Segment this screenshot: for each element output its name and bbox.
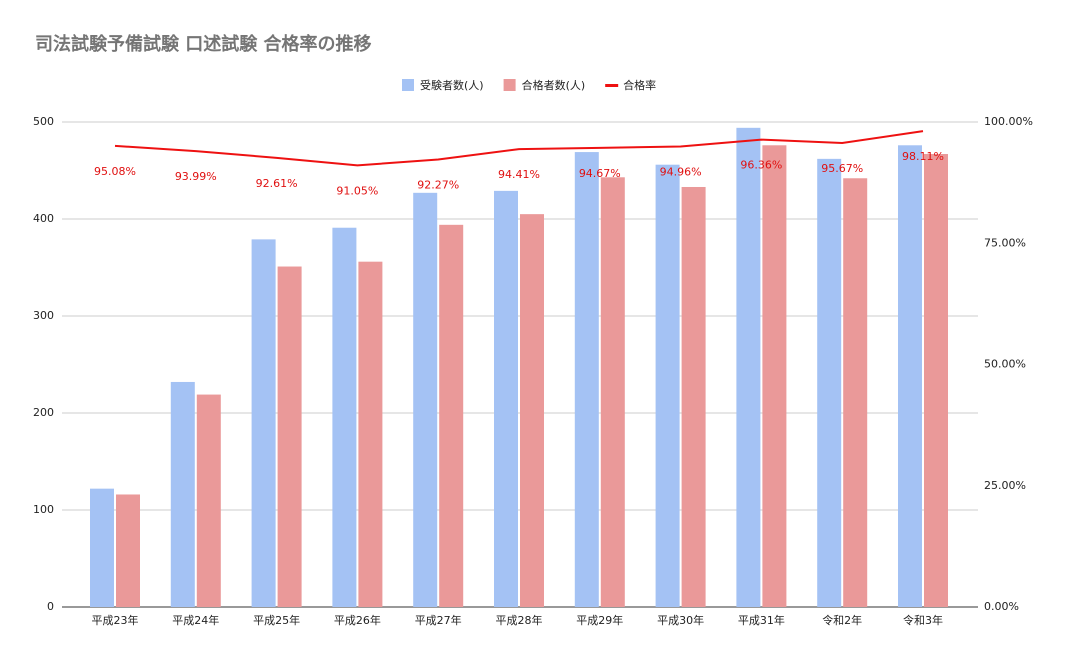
bar (843, 178, 868, 607)
y-tick-label: 100 (33, 503, 54, 516)
x-tick-label: 平成31年 (738, 613, 785, 627)
y2-tick-label: 100.00% (984, 115, 1033, 128)
data-label: 96.36% (740, 159, 782, 172)
legend-label: 合格者数(人) (522, 78, 586, 92)
legend-swatch (503, 79, 516, 91)
bar (358, 261, 383, 607)
bar (494, 190, 518, 607)
bar (762, 145, 787, 607)
y-tick-label: 0 (47, 600, 54, 613)
x-tick-label: 平成25年 (253, 613, 300, 627)
bar (681, 186, 706, 608)
bar (600, 177, 625, 608)
legend-label: 合格率 (623, 78, 656, 92)
rate-line (114, 130, 924, 167)
data-label: 95.67% (821, 162, 863, 175)
bar (924, 154, 948, 607)
data-label: 95.08% (94, 165, 136, 178)
y-tick-label: 400 (33, 212, 54, 225)
chart-title: 司法試験予備試験 口述試験 合格率の推移 (35, 33, 372, 55)
x-tick-label: 平成26年 (334, 613, 381, 627)
bar (277, 266, 302, 607)
data-label: 94.67% (579, 167, 621, 180)
x-tick-label: 平成23年 (92, 613, 139, 627)
bar (439, 224, 464, 607)
data-label: 92.61% (256, 177, 298, 190)
x-tick-label: 平成24年 (172, 613, 219, 627)
y2-tick-label: 50.00% (984, 358, 1026, 371)
y2-tick-label: 75.00% (984, 236, 1026, 249)
data-label: 94.96% (660, 165, 702, 178)
x-tick-label: 平成28年 (496, 613, 543, 627)
x-tick-label: 平成29年 (576, 613, 623, 627)
bar (196, 394, 221, 607)
y2-tick-label: 0.00% (984, 600, 1019, 613)
data-label: 98.11% (902, 150, 944, 163)
data-label: 91.05% (336, 184, 378, 197)
bar (574, 152, 599, 607)
bar (413, 192, 438, 607)
bar (90, 488, 114, 607)
bar (655, 164, 680, 607)
x-tick-label: 平成27年 (415, 613, 462, 627)
bar (116, 494, 140, 607)
y-tick-label: 200 (33, 406, 54, 419)
bar (520, 214, 544, 607)
bar (332, 227, 357, 608)
x-tick-label: 令和2年 (822, 613, 862, 627)
y-tick-label: 500 (33, 115, 54, 128)
data-label: 94.41% (498, 168, 540, 181)
x-tick-label: 令和3年 (903, 613, 943, 627)
bar (898, 145, 922, 607)
bar (736, 127, 761, 607)
data-label: 93.99% (175, 170, 217, 183)
legend-swatch (605, 84, 619, 87)
x-tick-label: 平成30年 (657, 613, 704, 627)
data-label: 92.27% (417, 178, 459, 191)
y-tick-label: 300 (33, 309, 54, 322)
y2-tick-label: 25.00% (984, 479, 1026, 492)
legend-swatch (402, 79, 414, 91)
bar (170, 381, 195, 607)
legend-label: 受験者数(人) (420, 78, 484, 92)
bar (817, 158, 842, 608)
bar (251, 239, 276, 607)
